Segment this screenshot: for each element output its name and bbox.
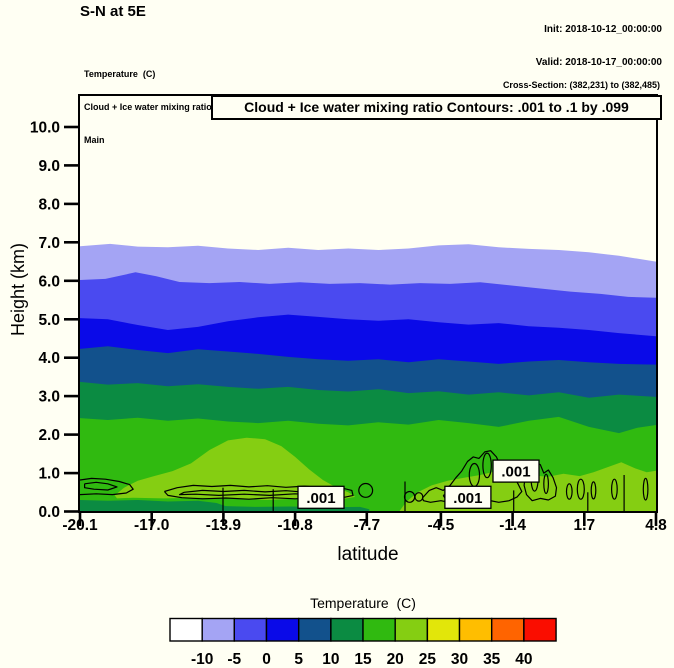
x-tick-label: -17.0 [134, 517, 169, 534]
contour-value-label: .001 [492, 459, 540, 483]
colorbar-tick-label: 5 [294, 651, 303, 668]
y-tick-label: 4.0 [38, 350, 60, 367]
svg-text:.001: .001 [306, 490, 335, 507]
x-tick-label: 4.8 [645, 517, 667, 534]
colorbar-tick-label: 15 [354, 651, 372, 668]
colorbar-cell [394, 617, 429, 642]
svg-text:.001: .001 [501, 464, 530, 481]
colorbar-cell [362, 617, 396, 642]
y-tick-label: 5.0 [38, 312, 60, 329]
colorbar-tick-label: 10 [322, 651, 339, 668]
svg-text:.001: .001 [453, 490, 482, 507]
page-title: S-N at 5E [80, 3, 146, 20]
colorbar-tick-label: -5 [227, 651, 241, 668]
y-tick-label: 8.0 [38, 196, 60, 213]
colorbar-cell [298, 617, 332, 642]
y-tick-label: 6.0 [38, 273, 60, 290]
colorbar-cell [458, 617, 493, 642]
colorbar-cell [201, 617, 236, 642]
contour-title-box: Cloud + Ice water mixing ratio Contours:… [211, 95, 662, 120]
colorbar-tick-label: 0 [262, 651, 271, 668]
y-tick-label: 9.0 [38, 158, 60, 175]
colorbar: -10 -5 0 5 10 15 20 25 30 35 40 [169, 617, 557, 668]
colorbar-cell [491, 617, 525, 642]
colorbar-cell [169, 617, 203, 642]
x-axis-label: latitude [337, 544, 399, 565]
axis-ticks [64, 125, 658, 526]
init-time: Init: 2018-10-12_00:00:00 [544, 24, 662, 35]
temperature-fill-bands [79, 243, 657, 512]
colorbar-tick-label: 35 [483, 651, 501, 668]
colorbar-tick-label: 25 [419, 651, 437, 668]
contour-value-label: .001 [444, 485, 492, 509]
colorbar-cell [426, 617, 461, 642]
colorbar-tick-label: 30 [451, 651, 468, 668]
y-tick-label: 7.0 [38, 235, 60, 252]
colorbar-tick-label: 40 [515, 651, 532, 668]
x-tick-label: -13.9 [206, 517, 242, 534]
y-tick-label: 0.0 [38, 504, 60, 521]
colorbar-tick-label: -10 [191, 651, 213, 668]
y-tick-label: 2.0 [38, 427, 60, 444]
x-tick-label: -1.4 [499, 517, 526, 534]
tick-labels: -20.1 -17.0 -13.9 -10.8 -7.7 -4.5 -1.4 1.7 4.8 0.… [30, 120, 667, 535]
y-tick-label: 10.0 [30, 120, 60, 137]
colorbar-cell [330, 617, 364, 642]
legend-line-domain: Main [84, 135, 105, 145]
x-tick-label: -7.7 [353, 517, 380, 534]
contour-value-label: .001 [297, 485, 345, 509]
y-tick-label: 3.0 [38, 389, 60, 406]
colorbar-title: Temperature (C) [310, 595, 416, 611]
y-axis-label: Height (km) [8, 243, 28, 337]
colorbar-tick-label: 20 [387, 651, 404, 668]
x-tick-label: 1.7 [574, 517, 596, 534]
x-tick-label: -4.5 [428, 517, 455, 534]
x-tick-label: -10.8 [277, 517, 313, 534]
colorbar-cell [233, 617, 268, 642]
run-times: Init: 2018-10-12_00:00:00 Valid: 2018-10… [536, 2, 662, 90]
x-tick-label: -20.1 [62, 517, 98, 534]
y-tick-label: 1.0 [38, 466, 60, 483]
colorbar-cell [523, 617, 557, 642]
valid-time: Valid: 2018-10-17_00:00:00 [535, 57, 662, 68]
cross-section-coordinates: Cross-Section: (382,231) to (382,485) [502, 80, 660, 90]
legend-line-temperature: Temperature (C) [84, 69, 156, 79]
colorbar-cell [265, 617, 300, 642]
